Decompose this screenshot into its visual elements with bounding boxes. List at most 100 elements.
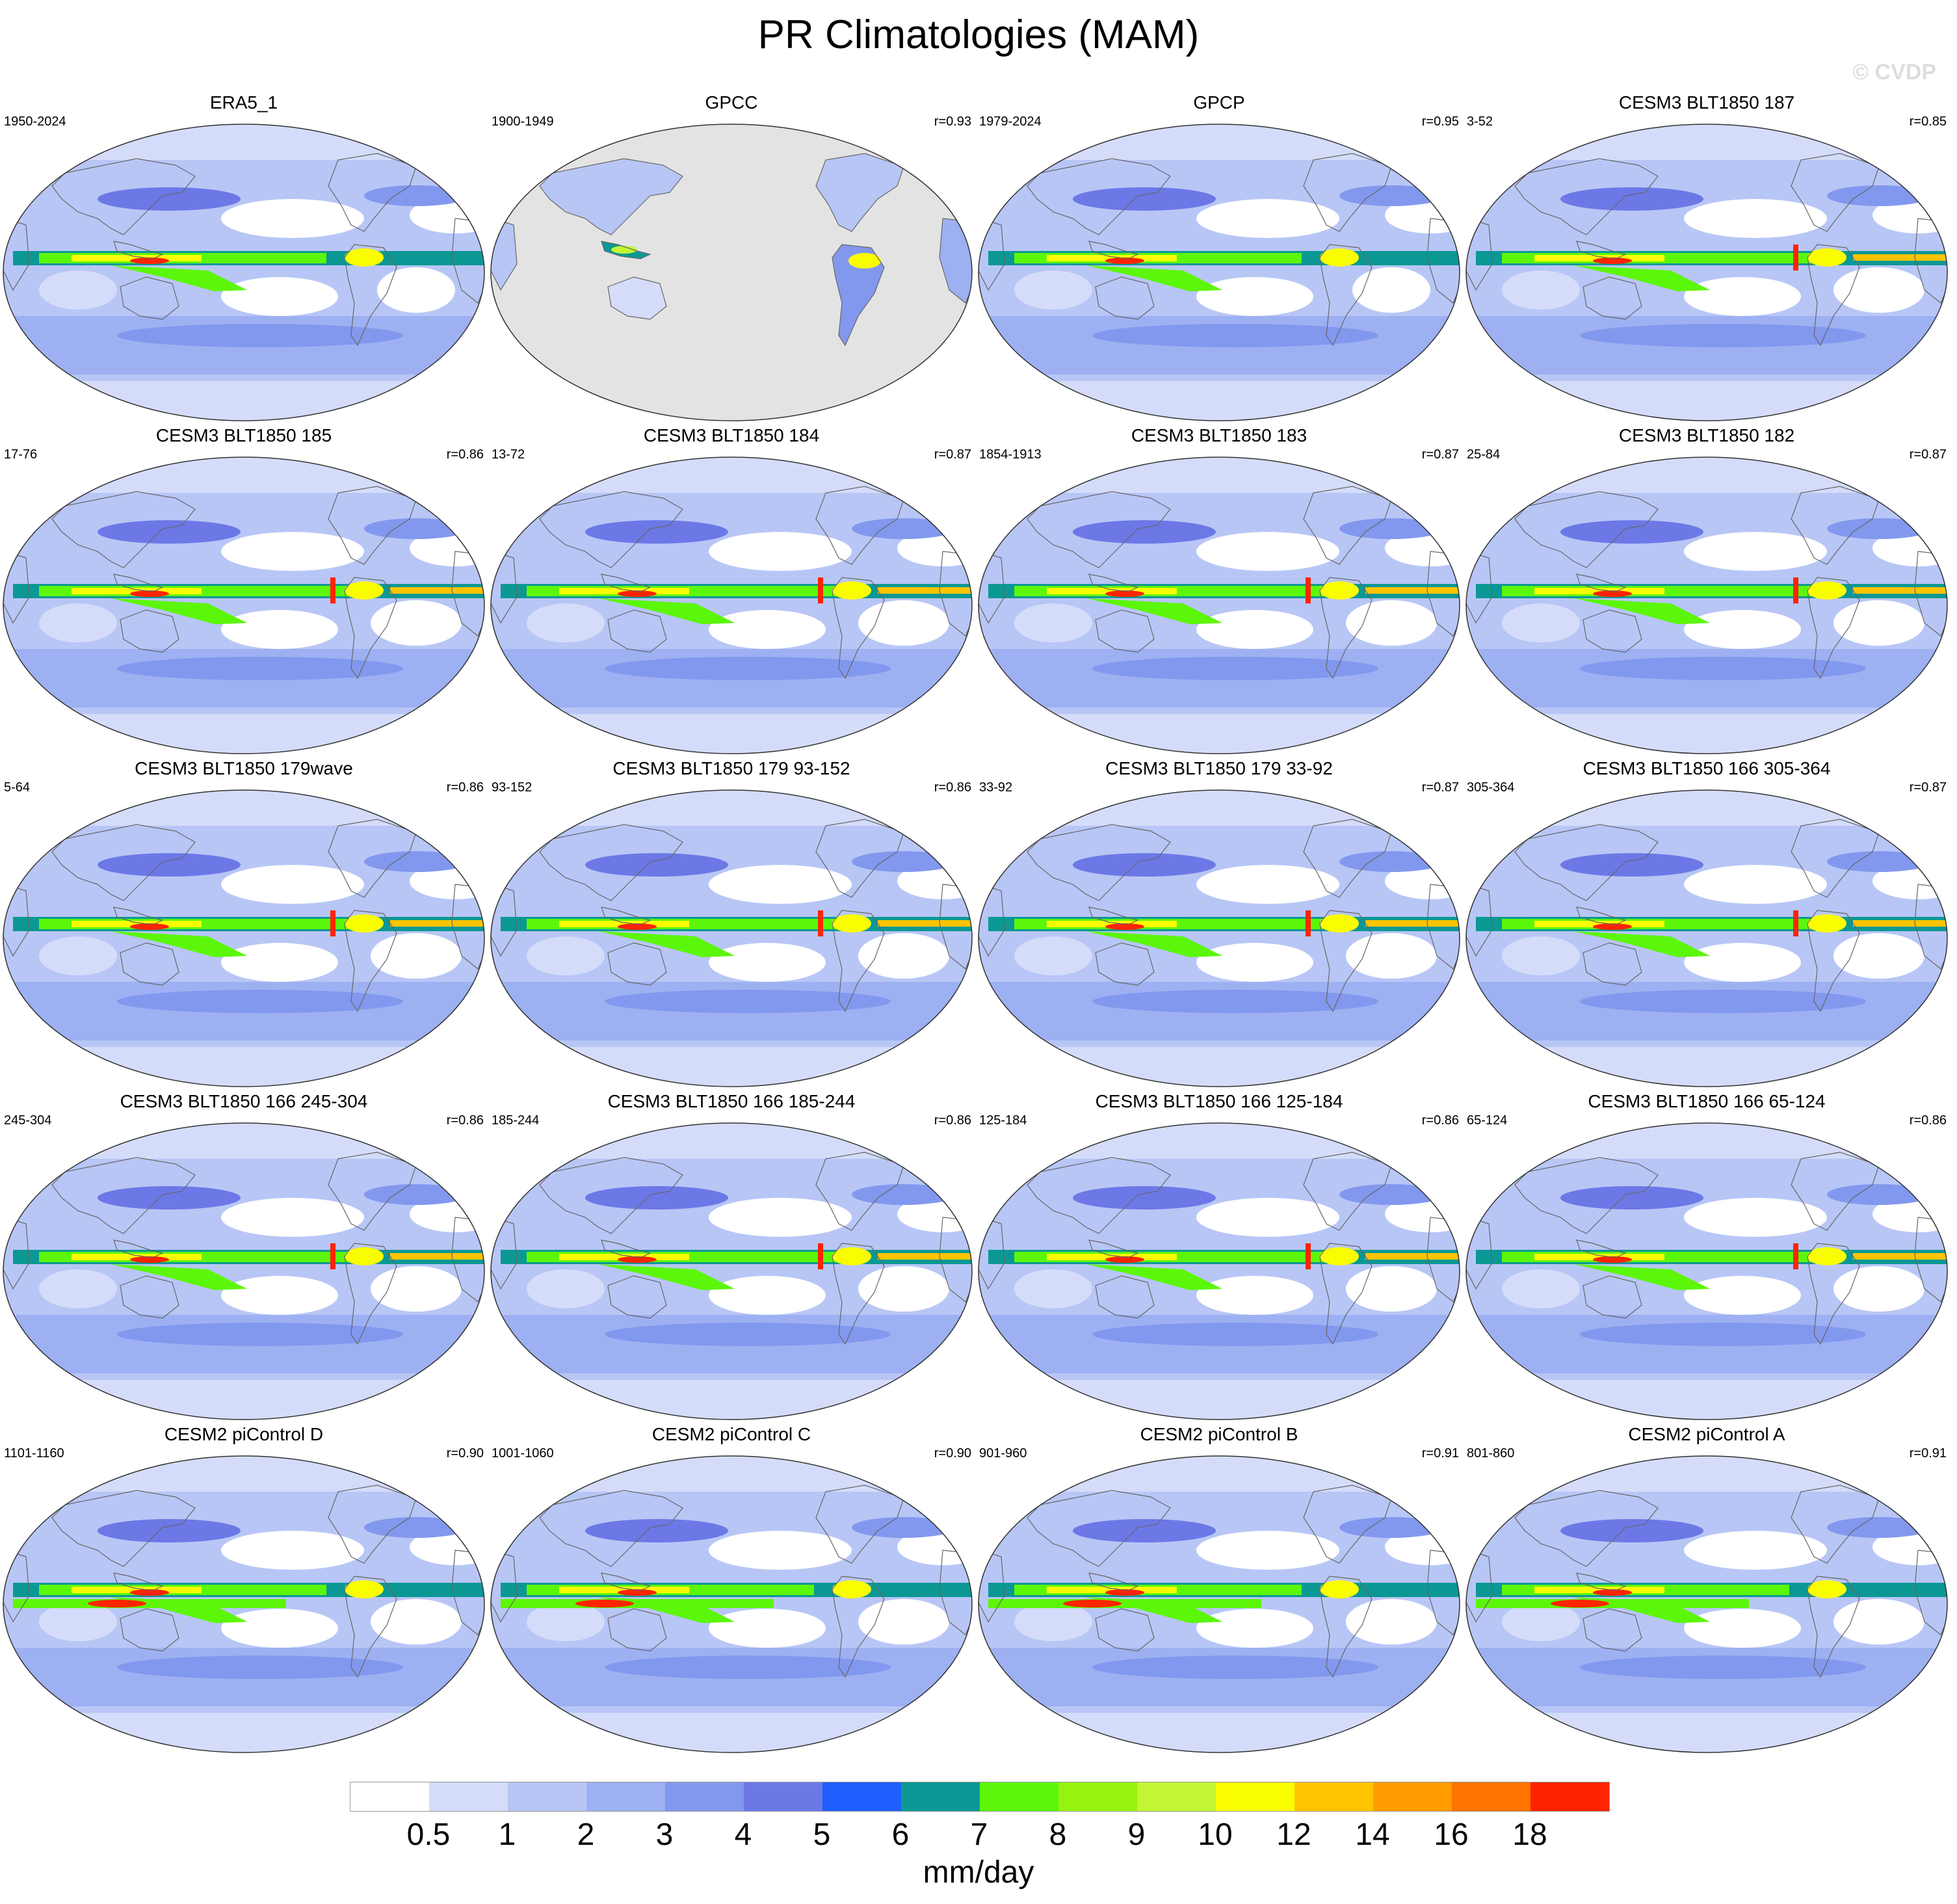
map-border <box>3 124 485 421</box>
colorbar-box <box>1373 1782 1452 1811</box>
panel-years: 1101-1160 <box>4 1446 64 1461</box>
coastline-asia <box>1514 158 1659 235</box>
panel-years: 1950-2024 <box>4 114 66 129</box>
colorbar-tick-label: 1 <box>498 1818 516 1852</box>
panel-title: CESM2 piControl B <box>1140 1424 1298 1444</box>
colorbar-tick-label: 14 <box>1355 1818 1390 1852</box>
coastline-asia <box>51 1490 196 1567</box>
panel-years: 305-364 <box>1467 780 1515 795</box>
coastline-namerica <box>328 153 417 232</box>
coastline-namerica <box>1791 1485 1880 1564</box>
coastline-australia <box>120 1608 179 1652</box>
coastline-asia <box>1514 1490 1659 1567</box>
map-panel: GPCP 1979-2024 r=0.95 <box>975 92 1463 425</box>
panel-years: 901-960 <box>979 1446 1027 1461</box>
coastline-maritime <box>113 241 164 259</box>
coastline-samerica <box>1319 577 1373 680</box>
coastline-africa <box>1914 1550 1947 1635</box>
panel-years: 3-52 <box>1467 114 1493 129</box>
panel-years: 1854-1913 <box>979 447 1042 462</box>
precip-map <box>490 1122 973 1420</box>
map-border <box>490 1122 973 1420</box>
coastline-asia <box>1027 1157 1171 1234</box>
coastline-asia <box>539 1490 683 1567</box>
coastline-maritime <box>1576 241 1627 259</box>
map-border <box>3 456 485 754</box>
coastline-namerica <box>815 819 904 898</box>
coastline-maritime <box>113 1572 164 1591</box>
precip-map <box>490 1455 973 1753</box>
colorbar-tick-label: 6 <box>891 1818 910 1852</box>
panel-correlation: r=0.86 <box>934 780 971 795</box>
map-panel: CESM2 piControl B 901-960 r=0.91 <box>975 1424 1463 1757</box>
panel-correlation: r=0.87 <box>1421 780 1459 795</box>
coastline-samerica <box>344 1243 397 1345</box>
precip-map <box>1465 789 1948 1087</box>
land-australia <box>608 277 666 319</box>
map-border <box>490 124 973 421</box>
coastline-australia <box>1583 276 1642 320</box>
coastline-maritime <box>1576 574 1627 592</box>
coastline-africa <box>451 1217 484 1302</box>
panel-years: 5-64 <box>4 780 31 795</box>
coastline-africa <box>451 1550 484 1635</box>
coastline-namerica <box>1791 486 1880 565</box>
panel-years: 33-92 <box>979 780 1013 795</box>
coastline-africa <box>939 1550 972 1635</box>
colorbar-units: mm/day <box>923 1855 1034 1890</box>
panel-correlation: r=0.86 <box>1909 1113 1947 1128</box>
coastline-samerica <box>1807 577 1860 680</box>
precip-map <box>3 124 485 421</box>
panel-correlation: r=0.90 <box>446 1446 484 1461</box>
map-border <box>490 789 973 1087</box>
precip-map <box>978 789 1460 1087</box>
coastline-samerica <box>1807 1576 1860 1678</box>
precip-map <box>490 456 973 754</box>
precip-map <box>1465 124 1948 421</box>
coastline-samerica <box>1319 244 1373 347</box>
colorbar-tick-label: 5 <box>813 1818 831 1852</box>
precip-map <box>3 1455 485 1753</box>
colorbar-box <box>980 1782 1058 1811</box>
panel-years: 25-84 <box>1467 447 1501 462</box>
panel-correlation: r=0.91 <box>1421 1446 1459 1461</box>
coastline-australia <box>120 1275 179 1319</box>
panel-title: CESM3 BLT1850 166 305-364 <box>1583 758 1831 778</box>
map-panel: CESM3 BLT1850 179 33-92 33-92 r=0.87 <box>975 758 1463 1091</box>
coastline-namerica <box>815 1152 904 1231</box>
coastline-namerica <box>1303 1485 1392 1564</box>
colorbar-tick-label: 18 <box>1512 1818 1547 1852</box>
map-border <box>978 124 1460 421</box>
map-panel: CESM3 BLT1850 183 1854-1913 r=0.87 <box>975 425 1463 758</box>
coastline-africa <box>1914 551 1947 637</box>
coastline-samerica <box>1319 910 1373 1012</box>
coastline-australia <box>607 1275 667 1319</box>
panel-title: GPCC <box>705 92 758 112</box>
coastline-maritime <box>601 1239 651 1258</box>
map-border <box>490 456 973 754</box>
panel-title: GPCP <box>1193 92 1245 112</box>
coastline-asia <box>1027 491 1171 568</box>
panel-title: CESM2 piControl D <box>164 1424 324 1444</box>
coastline-australia <box>120 609 179 653</box>
coastline-asia <box>51 491 196 568</box>
map-panel: GPCC 1900-1949 r=0.93 <box>488 92 975 425</box>
colorbar-box <box>1137 1782 1216 1811</box>
watermark: © CVDP <box>1852 60 1936 85</box>
colorbar-tick-label: 4 <box>734 1818 752 1852</box>
panel-years: 801-860 <box>1467 1446 1515 1461</box>
coastline-samerica <box>832 1243 885 1345</box>
panel-title: CESM3 BLT1850 184 <box>643 425 820 445</box>
precip-map <box>3 1122 485 1420</box>
map-border <box>978 1122 1460 1420</box>
coastline-australia <box>1095 1608 1155 1652</box>
precip-map <box>490 789 973 1087</box>
ocean-mask <box>491 124 972 421</box>
colorbar-box <box>1058 1782 1137 1811</box>
panel-title: CESM2 piControl C <box>651 1424 811 1444</box>
coastline-africa <box>1426 551 1460 637</box>
map-border <box>3 1455 485 1753</box>
coastline-namerica <box>1303 819 1392 898</box>
colorbar-box <box>1530 1782 1609 1811</box>
coastline-australia <box>607 609 667 653</box>
